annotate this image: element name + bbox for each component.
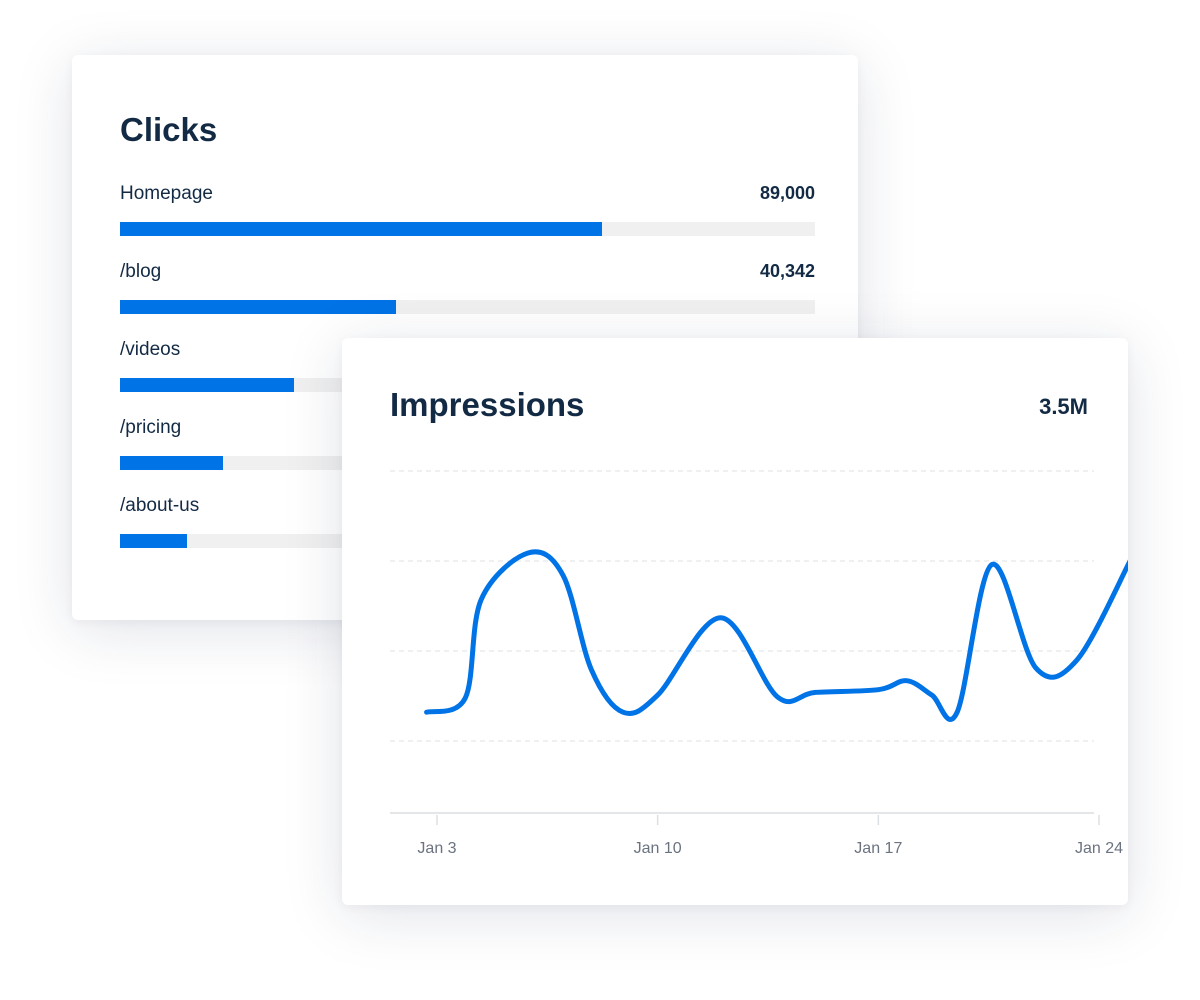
bar-fill (120, 534, 187, 548)
row-label: Homepage (120, 183, 213, 204)
row-label: /blog (120, 261, 162, 282)
bar-fill (120, 300, 396, 314)
x-tick-label: Jan 17 (854, 840, 902, 857)
impressions-card: Impressions 3.5M Jan 3 Jan 10 Jan 17 Jan 24 (342, 338, 1128, 905)
x-tick-label: Jan 10 (634, 840, 682, 857)
bar-fill (120, 222, 603, 236)
x-tick-label: Jan 3 (417, 840, 456, 857)
row-label: /pricing (120, 417, 182, 438)
row-label: /videos (120, 339, 181, 360)
impressions-line (424, 549, 1128, 722)
clicks-title: Clicks (120, 111, 218, 148)
impressions-title: Impressions (390, 386, 585, 423)
row-value: 89,000 (759, 183, 815, 203)
bar-track (120, 300, 815, 314)
bar-track (120, 222, 815, 236)
row-label: /about-us (120, 495, 200, 516)
x-tick-label: Jan 24 (1075, 840, 1123, 857)
impressions-total: 3.5M (1039, 394, 1088, 419)
bar-fill (120, 378, 294, 392)
impressions-line-chart: Jan 3 Jan 10 Jan 17 Jan 24 (390, 470, 1128, 857)
row-value: 40,342 (759, 261, 815, 281)
bar-fill (120, 456, 223, 470)
